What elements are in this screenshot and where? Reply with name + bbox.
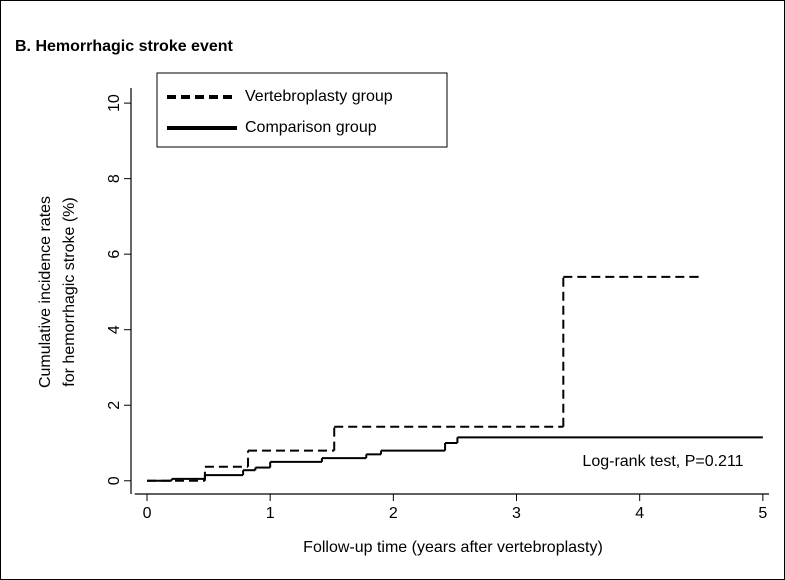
y-tick-label: 0 [106, 476, 123, 485]
x-axis-label: Follow-up time (years after vertebroplas… [303, 539, 603, 556]
y-tick-label: 2 [106, 401, 123, 410]
y-tick-label: 6 [106, 250, 123, 259]
legend-box [156, 72, 448, 148]
y-axis-label: for hemorrhagic stroke (%) [61, 197, 78, 386]
x-tick-label: 1 [266, 505, 275, 522]
chart-title: B. Hemorrhagic stroke event [15, 38, 234, 55]
legend-label: Comparison group [245, 119, 377, 136]
y-tick-label: 10 [106, 94, 123, 112]
x-tick-label: 4 [635, 505, 644, 522]
x-tick-label: 2 [389, 505, 398, 522]
x-tick-label: 3 [512, 505, 521, 522]
annotation: Log-rank test, P=0.211 [582, 453, 743, 470]
x-tick-label: 5 [758, 505, 767, 522]
y-tick-label: 8 [106, 174, 123, 183]
y-tick-label: 4 [106, 325, 123, 334]
y-axis-label: Cumulative incidence rates [37, 196, 54, 388]
x-tick-label: 0 [143, 505, 152, 522]
legend-label: Vertebroplasty group [245, 88, 393, 105]
